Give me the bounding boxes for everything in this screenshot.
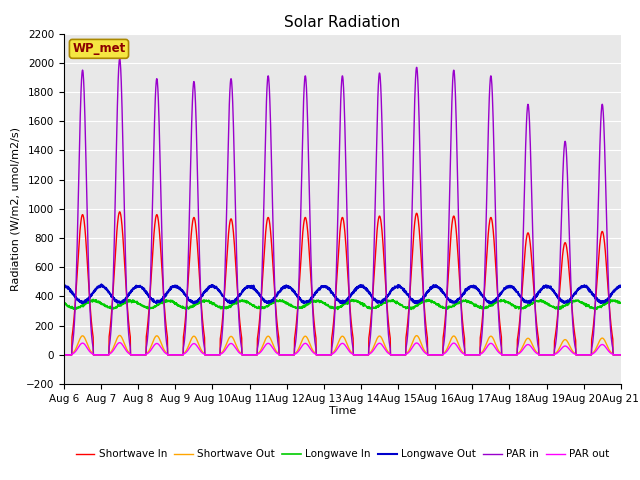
Shortwave Out [584,352,591,358]
Line: PAR in: PAR in [64,59,621,355]
X-axis label: Time: Time [329,407,356,417]
Longwave In [568,299,576,304]
PAR in [568,303,575,309]
PAR out [568,349,575,355]
Line: Shortwave Out: Shortwave Out [64,336,621,355]
Longwave In [90,297,97,302]
Shortwave Out [371,341,379,347]
Longwave Out [505,283,513,289]
Longwave In [584,302,591,308]
Shortwave Out [60,352,68,358]
PAR in [359,352,367,358]
Shortwave In [617,352,625,358]
Longwave Out [371,298,379,303]
Shortwave In [216,352,223,358]
Longwave In [359,302,367,308]
PAR in [116,56,124,61]
Line: Longwave In: Longwave In [64,300,621,310]
Line: PAR out: PAR out [64,343,621,355]
Shortwave In [584,352,591,358]
Title: Solar Radiation: Solar Radiation [284,15,401,30]
Longwave Out [60,284,68,290]
Shortwave Out [568,347,575,353]
Longwave In [371,305,379,311]
Longwave In [617,300,625,306]
Line: Shortwave In: Shortwave In [64,212,621,355]
Longwave Out [216,288,223,294]
PAR out [359,352,367,358]
Line: Longwave Out: Longwave Out [64,284,621,303]
PAR out [116,340,124,346]
PAR out [617,352,625,358]
Shortwave In [60,352,68,358]
Shortwave In [371,261,379,266]
Shortwave In [504,352,512,358]
PAR out [216,352,223,358]
Longwave In [216,303,223,309]
PAR in [584,352,591,358]
Longwave In [60,300,68,306]
Legend: Shortwave In, Shortwave Out, Longwave In, Longwave Out, PAR in, PAR out: Shortwave In, Shortwave Out, Longwave In… [72,445,613,464]
Longwave Out [359,282,367,288]
PAR out [60,352,68,358]
Longwave Out [77,300,85,306]
Text: WP_met: WP_met [72,42,125,55]
Shortwave Out [617,352,625,358]
PAR in [60,352,68,358]
Shortwave Out [216,352,223,358]
PAR out [371,346,379,351]
Longwave In [505,300,513,306]
PAR in [617,352,625,358]
Longwave Out [97,281,105,287]
Longwave Out [584,285,591,290]
Shortwave In [116,209,124,215]
Y-axis label: Radiation (W/m2, umol/m2/s): Radiation (W/m2, umol/m2/s) [10,127,20,291]
Longwave Out [617,284,625,289]
PAR in [216,352,223,358]
Longwave Out [568,295,576,300]
Shortwave Out [504,352,512,358]
PAR in [371,218,379,224]
PAR out [584,352,591,358]
PAR out [504,352,512,358]
Shortwave In [359,352,367,358]
Shortwave Out [359,352,367,358]
PAR in [504,352,512,358]
Longwave In [334,307,342,312]
Shortwave Out [116,333,124,338]
Shortwave In [568,303,575,309]
